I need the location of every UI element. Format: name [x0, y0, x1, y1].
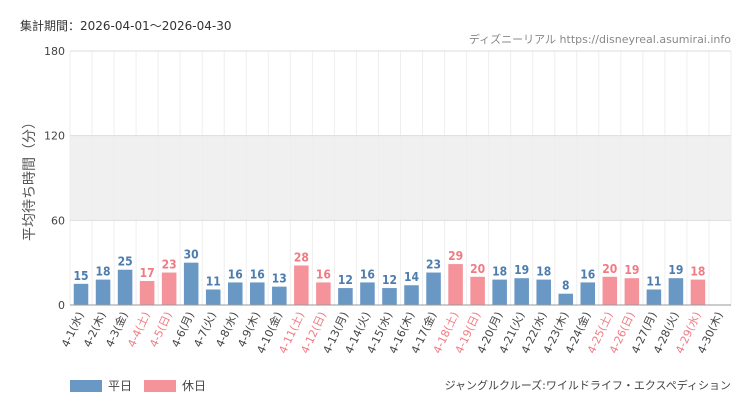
period-label: 集計期間：2026-04-01〜2026-04-30 — [20, 19, 232, 33]
bar — [183, 262, 199, 305]
value-label: 14 — [404, 270, 420, 284]
y-tick-label: 120 — [44, 130, 65, 143]
legend-item-weekday: 平日 — [70, 377, 132, 394]
bar — [382, 288, 397, 305]
y-tick-label: 180 — [44, 45, 65, 58]
attraction-name: ジャングルクルーズ:ワイルドライフ・エクスペディション — [444, 379, 731, 392]
y-axis-label: 平均待ち時間（分） — [22, 115, 38, 241]
bar — [250, 282, 265, 305]
y-tick-label: 0 — [58, 299, 65, 312]
bar — [558, 293, 574, 305]
value-label: 18 — [96, 265, 111, 279]
bar — [139, 281, 155, 305]
bar — [117, 269, 133, 305]
value-label: 19 — [624, 263, 639, 277]
legend-swatch-holiday — [144, 379, 177, 392]
bar — [536, 279, 551, 305]
value-label: 16 — [316, 267, 331, 281]
value-label: 29 — [448, 249, 463, 263]
value-label: 17 — [140, 266, 155, 280]
value-label: 16 — [360, 267, 375, 281]
bar — [338, 288, 353, 305]
bars — [73, 262, 706, 305]
value-label: 20 — [602, 262, 617, 276]
value-label: 16 — [228, 267, 243, 281]
bar — [492, 279, 507, 305]
value-label: 16 — [250, 267, 265, 281]
bar — [316, 282, 331, 305]
bar — [668, 278, 684, 305]
value-label: 16 — [580, 267, 595, 281]
value-label: 11 — [646, 274, 661, 288]
bar — [646, 289, 662, 305]
bar — [690, 279, 706, 305]
bar — [95, 279, 111, 305]
site-credit: ディズニーリアル https://disneyreal.asumirai.inf… — [468, 33, 731, 46]
value-label: 19 — [668, 263, 683, 277]
value-label: 18 — [492, 265, 507, 279]
bar — [624, 278, 640, 305]
value-label: 11 — [206, 274, 221, 288]
x-tick-labels: 4-1(水)4-2(木)4-3(金)4-4(土)4-5(日)4-6(月)4-7(… — [59, 309, 726, 355]
value-labels: 15 18 25 17 23 30 11 16 16 13 28 16 12 16 12 14 23 29 20 18… — [74, 248, 706, 293]
legend-item-holiday: 休日 — [144, 377, 206, 394]
bar — [205, 289, 221, 305]
bar — [272, 286, 287, 305]
bar — [294, 265, 309, 305]
bar — [426, 272, 441, 305]
bar — [404, 285, 419, 305]
bar — [448, 264, 463, 305]
legend-swatch-weekday — [70, 379, 102, 392]
legend-label-weekday: 平日 — [108, 379, 133, 393]
y-tick-label: 60 — [51, 214, 65, 227]
bar — [161, 272, 177, 305]
y-tick-labels: 0 60 120 180 — [44, 45, 65, 312]
value-label: 20 — [470, 262, 485, 276]
value-label: 19 — [514, 263, 529, 277]
value-label: 18 — [690, 265, 705, 279]
bar — [470, 276, 485, 305]
value-label: 12 — [382, 273, 397, 287]
value-label: 30 — [184, 248, 199, 262]
value-label: 25 — [118, 255, 133, 269]
bar — [602, 276, 618, 305]
value-label: 18 — [536, 265, 551, 279]
value-label: 23 — [162, 258, 177, 272]
value-label: 28 — [294, 250, 309, 264]
value-label: 12 — [338, 273, 353, 287]
value-label: 15 — [74, 269, 89, 283]
bar — [227, 282, 243, 305]
value-label: 23 — [426, 258, 441, 272]
bar — [580, 282, 596, 305]
legend: 平日 休日 — [70, 377, 218, 394]
bar — [73, 283, 89, 305]
bar — [514, 278, 529, 305]
legend-label-holiday: 休日 — [182, 379, 207, 393]
value-label: 8 — [562, 279, 570, 293]
bar — [360, 282, 375, 305]
value-label: 13 — [272, 272, 287, 286]
